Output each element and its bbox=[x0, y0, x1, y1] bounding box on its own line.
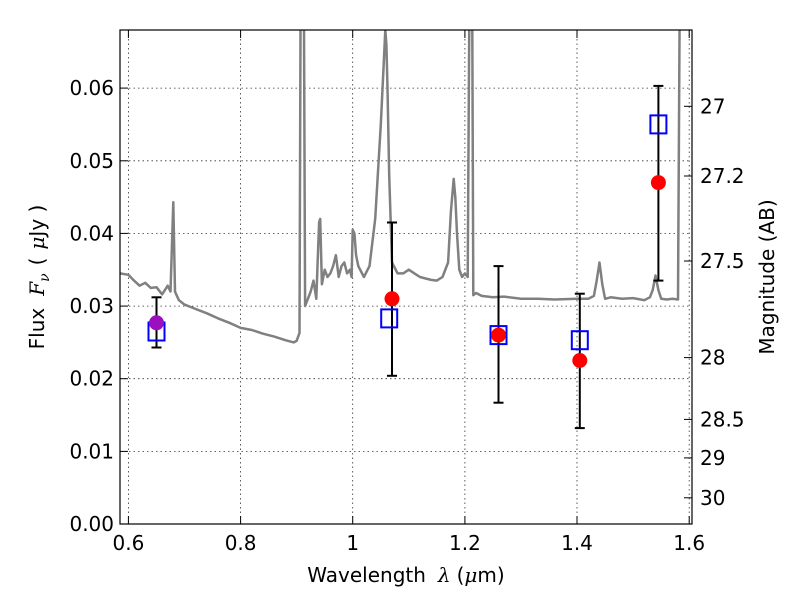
x-tick-label: 1.2 bbox=[449, 531, 481, 555]
model-spectrum-line bbox=[120, 30, 681, 344]
right-tick-label: 29 bbox=[700, 446, 725, 470]
y-tick-label: 0.01 bbox=[69, 439, 114, 463]
y-tick-label: 0.04 bbox=[69, 221, 114, 245]
y-axis-label: FluxFν(μJy ) bbox=[25, 205, 53, 350]
right-tick-label: 27.2 bbox=[700, 164, 745, 188]
observed-flux-point bbox=[491, 327, 506, 343]
x-tick-label: 1.6 bbox=[673, 531, 705, 555]
right-tick-label: 27 bbox=[700, 94, 725, 118]
observed-flux-point bbox=[149, 315, 164, 331]
model-flux-marker bbox=[649, 114, 668, 135]
model-flux-marker bbox=[489, 325, 508, 346]
x-axis-label: Wavelength λ (μm) bbox=[307, 563, 504, 587]
x-tick-label: 0.6 bbox=[112, 531, 144, 555]
ticks-layer: 0.6 0.8 1 1.2 1.4 1.6 0.00 0.01 0.02 0.03 0.04 0.05… bbox=[69, 30, 745, 555]
right-tick-label: 27.5 bbox=[700, 249, 745, 273]
y-tick-label: 0.00 bbox=[69, 512, 114, 536]
x-tick-label: 1.4 bbox=[561, 531, 593, 555]
right-axis-label: Magnitude (AB) bbox=[755, 199, 779, 354]
points-layer bbox=[147, 114, 668, 368]
y-tick-label: 0.06 bbox=[69, 76, 114, 100]
model-flux-marker bbox=[380, 308, 399, 329]
observed-flux-point bbox=[384, 291, 400, 307]
x-tick-label: 0.8 bbox=[225, 531, 257, 555]
right-tick-label: 28.5 bbox=[700, 407, 745, 431]
x-tick-label: 1 bbox=[346, 531, 359, 555]
model-flux-marker bbox=[570, 330, 589, 351]
observed-flux-point bbox=[572, 353, 588, 368]
errorbar-layer bbox=[151, 84, 664, 430]
y-tick-label: 0.05 bbox=[69, 149, 114, 173]
spectrum-layer bbox=[120, 30, 681, 344]
grid-lines bbox=[120, 30, 692, 525]
y-tick-label: 0.03 bbox=[69, 294, 114, 318]
right-tick-label: 30 bbox=[700, 486, 725, 510]
right-tick-label: 28 bbox=[700, 346, 725, 370]
plot-frame bbox=[119, 29, 693, 525]
y-tick-label: 0.02 bbox=[69, 367, 114, 391]
observed-flux-point bbox=[650, 175, 666, 191]
